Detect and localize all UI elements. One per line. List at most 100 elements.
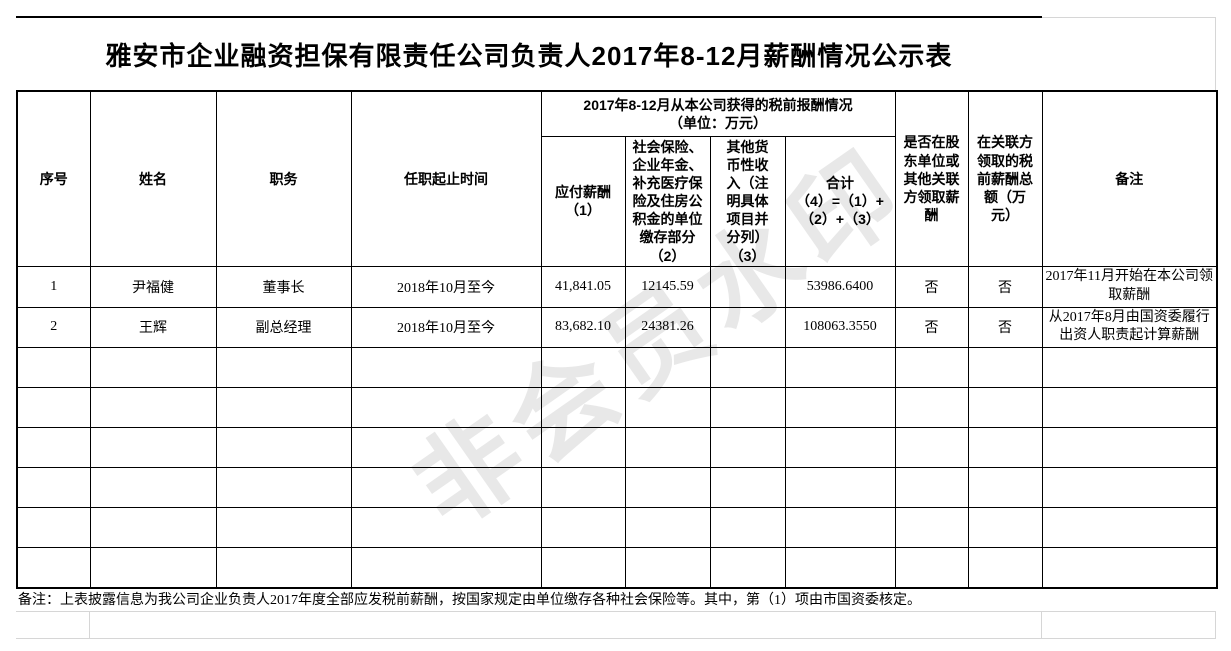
col-header-social: 社会保险、 企业年金、 补充医疗保 险及住房公 积金的单位 缴存部分 （2） [624, 135, 711, 267]
empty-cell [967, 547, 1043, 589]
cell-total: 108063.3550 [784, 306, 896, 349]
cell-remark: 2017年11月开始在本公司领取薪酬 [1041, 265, 1218, 308]
empty-rows [16, 347, 1218, 589]
empty-cell [540, 387, 626, 429]
col-header-remark: 备注 [1041, 90, 1218, 267]
title-top-border [16, 16, 1042, 18]
empty-cell [16, 427, 91, 469]
empty-cell [894, 547, 969, 589]
cell-pay: 83,682.10 [540, 306, 626, 349]
empty-cell [540, 467, 626, 509]
cell-seq: 2 [16, 306, 91, 349]
table-row-empty [16, 427, 1218, 469]
empty-cell [1041, 547, 1218, 589]
cell-position: 董事长 [215, 265, 352, 308]
footnote: 备注：上表披露信息为我公司企业负责人2017年度全部应发税前薪酬，按国家规定由单… [16, 587, 1216, 612]
cell-name: 王辉 [89, 306, 217, 349]
empty-cell [89, 427, 217, 469]
empty-cell [540, 547, 626, 589]
table-row-empty [16, 347, 1218, 389]
gridline-vertical [89, 612, 90, 638]
col-header-compensation-group: 2017年8-12月从本公司获得的税前报酬情况 （单位：万元） [540, 90, 896, 137]
empty-cell [16, 547, 91, 589]
cell-total: 53986.6400 [784, 265, 896, 308]
empty-cell [624, 387, 711, 429]
empty-cell [89, 467, 217, 509]
empty-cell [894, 427, 969, 469]
empty-cell [967, 507, 1043, 549]
cell-position: 副总经理 [215, 306, 352, 349]
empty-cell [894, 507, 969, 549]
empty-cell [894, 467, 969, 509]
empty-cell [784, 547, 896, 589]
header-row-sub: 应付薪酬 （1） 社会保险、 企业年金、 补充医疗保 险及住房公 积金的单位 缴… [17, 135, 1217, 267]
empty-cell [624, 347, 711, 389]
empty-cell [16, 347, 91, 389]
empty-cell [215, 427, 352, 469]
table-row: 2 王辉 副总经理 2018年10月至今 83,682.10 24381.26 … [16, 306, 1218, 349]
table-row-empty [16, 507, 1218, 549]
gridline-vertical [1215, 612, 1216, 638]
table-row-empty [16, 387, 1218, 429]
empty-cell [624, 467, 711, 509]
cell-other [709, 306, 786, 349]
empty-cell [967, 427, 1043, 469]
col-header-seq: 序号 [16, 90, 91, 267]
empty-cell [16, 387, 91, 429]
empty-cell [350, 387, 542, 429]
empty-cell [784, 347, 896, 389]
empty-cell [709, 387, 786, 429]
gridline-top-right [1042, 17, 1216, 18]
empty-cell [967, 387, 1043, 429]
empty-cell [16, 507, 91, 549]
table-row-empty [16, 467, 1218, 509]
col-header-name: 姓名 [89, 90, 217, 267]
empty-cell [624, 507, 711, 549]
empty-cell [350, 507, 542, 549]
empty-cell [784, 507, 896, 549]
empty-cell [624, 427, 711, 469]
empty-cell [709, 467, 786, 509]
empty-cell [709, 347, 786, 389]
cell-name: 尹福健 [89, 265, 217, 308]
empty-cell [89, 507, 217, 549]
cell-shareholder: 否 [894, 265, 969, 308]
empty-cell [967, 467, 1043, 509]
empty-cell [784, 427, 896, 469]
page-title: 雅安市企业融资担保有限责任公司负责人2017年8-12月薪酬情况公示表 [105, 40, 953, 71]
empty-cell [540, 507, 626, 549]
empty-cell [89, 347, 217, 389]
table-row-empty [16, 547, 1218, 589]
table-row: 1 尹福健 董事长 2018年10月至今 41,841.05 12145.59 … [16, 265, 1218, 308]
empty-cell [709, 547, 786, 589]
empty-cell [709, 427, 786, 469]
col-header-total: 合计 （4）=（1）+ （2）+（3） [784, 135, 896, 267]
gridline-vertical [1041, 612, 1042, 638]
col-header-position: 职务 [215, 90, 352, 267]
empty-cell [967, 347, 1043, 389]
empty-cell [784, 387, 896, 429]
cell-related: 否 [967, 306, 1043, 349]
empty-cell [215, 547, 352, 589]
empty-cell [709, 507, 786, 549]
cell-remark: 从2017年8月由国资委履行出资人职责起计算薪酬 [1041, 306, 1218, 349]
empty-cell [215, 467, 352, 509]
cell-related: 否 [967, 265, 1043, 308]
empty-cell [540, 347, 626, 389]
cell-tenure: 2018年10月至今 [350, 265, 542, 308]
empty-cell [215, 387, 352, 429]
col-header-pay: 应付薪酬 （1） [540, 135, 626, 267]
col-header-related-pay: 在关联方 领取的税 前薪酬总 额（万 元） [967, 90, 1043, 267]
cell-other [709, 265, 786, 308]
empty-cell [540, 427, 626, 469]
empty-cell [350, 547, 542, 589]
empty-cell [89, 547, 217, 589]
cell-shareholder: 否 [894, 306, 969, 349]
col-header-shareholder-pay: 是否在股 东单位或 其他关联 方领取薪 酬 [894, 90, 969, 267]
empty-cell [1041, 427, 1218, 469]
cell-pay: 41,841.05 [540, 265, 626, 308]
empty-cell [350, 427, 542, 469]
empty-cell [16, 467, 91, 509]
empty-cell [89, 387, 217, 429]
